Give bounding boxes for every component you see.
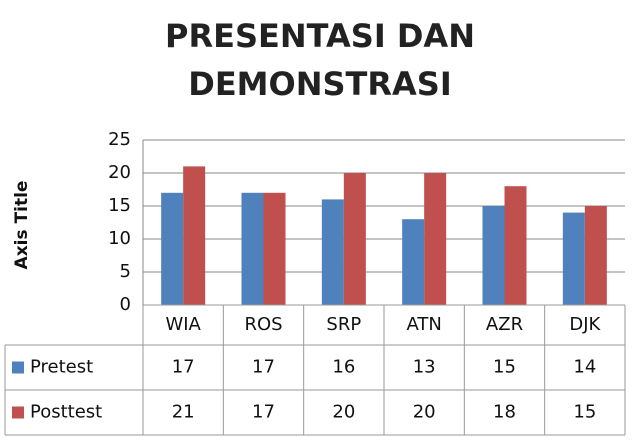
table-value: 21: [172, 402, 195, 423]
x-tick-label: AZR: [486, 314, 523, 335]
bar: [263, 192, 286, 305]
bar: [343, 173, 366, 305]
bar: [584, 206, 607, 305]
bar: [402, 219, 425, 305]
bar: [424, 173, 447, 305]
x-tick-label: WIA: [165, 314, 201, 335]
table-value: 18: [493, 402, 516, 423]
table-value: 15: [573, 402, 596, 423]
y-tick-label: 20: [108, 162, 131, 183]
bar: [183, 166, 206, 305]
table-value: 16: [332, 357, 355, 378]
table-value: 17: [252, 357, 275, 378]
legend-swatch: [12, 406, 24, 419]
legend-label: Pretest: [30, 357, 93, 378]
bar: [161, 192, 184, 305]
y-tick-label: 10: [108, 228, 131, 249]
legend-swatch: [12, 361, 24, 374]
table-value: 14: [573, 357, 596, 378]
x-tick-label: ATN: [406, 314, 441, 335]
x-tick-label: ROS: [244, 314, 282, 335]
bar: [241, 192, 264, 305]
x-tick-label: DJK: [569, 314, 601, 335]
y-tick-label: 0: [120, 294, 131, 315]
y-axis-title: Axis Title: [12, 181, 32, 270]
bar: [321, 199, 344, 305]
bar: [504, 186, 527, 305]
table-value: 17: [172, 357, 195, 378]
y-tick-label: 5: [120, 261, 131, 282]
table-value: 20: [413, 402, 436, 423]
table-value: 15: [493, 357, 516, 378]
y-tick-label: 25: [108, 129, 131, 150]
y-tick-label: 15: [108, 195, 131, 216]
table-value: 20: [332, 402, 355, 423]
table-value: 13: [413, 357, 436, 378]
bar: [562, 212, 585, 305]
chart-title: PRESENTASI DAN DEMONSTRASI: [165, 17, 475, 103]
table-value: 17: [252, 402, 275, 423]
x-tick-label: SRP: [326, 314, 361, 335]
bar: [482, 206, 505, 305]
legend-label: Posttest: [30, 402, 102, 423]
